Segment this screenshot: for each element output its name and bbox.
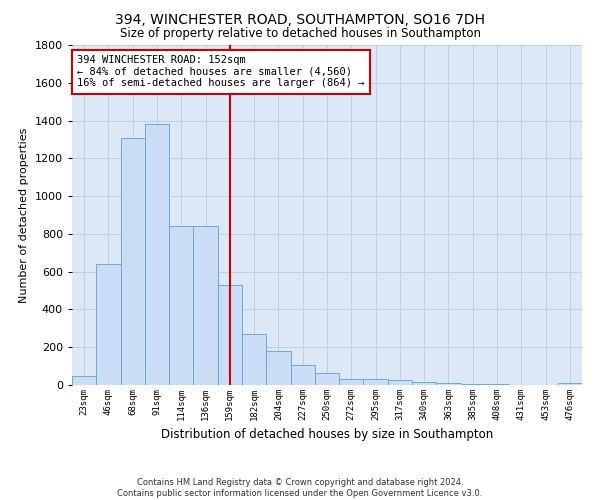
Bar [339,380,364,385]
Y-axis label: Number of detached properties: Number of detached properties [19,128,29,302]
Bar [485,384,509,385]
Bar [169,226,193,385]
Bar [461,384,485,385]
Text: Size of property relative to detached houses in Southampton: Size of property relative to detached ho… [119,28,481,40]
Bar [72,376,96,385]
Text: 394, WINCHESTER ROAD, SOUTHAMPTON, SO16 7DH: 394, WINCHESTER ROAD, SOUTHAMPTON, SO16 … [115,12,485,26]
Text: 394 WINCHESTER ROAD: 152sqm
← 84% of detached houses are smaller (4,560)
16% of : 394 WINCHESTER ROAD: 152sqm ← 84% of det… [77,55,365,88]
Bar [315,372,339,385]
Bar [242,334,266,385]
Bar [121,138,145,385]
Bar [193,226,218,385]
Bar [412,382,436,385]
Text: Contains HM Land Registry data © Crown copyright and database right 2024.
Contai: Contains HM Land Registry data © Crown c… [118,478,482,498]
Bar [290,365,315,385]
Bar [145,124,169,385]
Bar [558,383,582,385]
Bar [266,351,290,385]
Bar [218,285,242,385]
X-axis label: Distribution of detached houses by size in Southampton: Distribution of detached houses by size … [161,428,493,442]
Bar [436,382,461,385]
Bar [364,380,388,385]
Bar [388,380,412,385]
Bar [96,264,121,385]
